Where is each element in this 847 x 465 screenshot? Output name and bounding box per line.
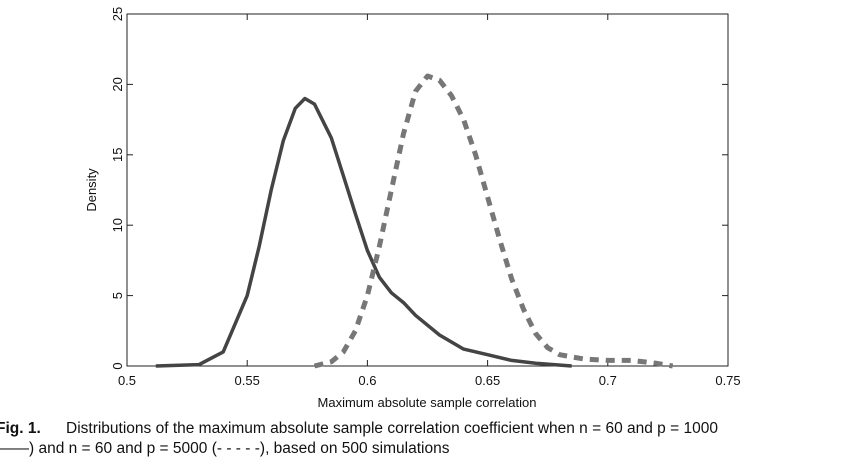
y-axis-label: Density: [84, 168, 99, 212]
y-tick-label: 0: [110, 362, 125, 369]
x-tick-label: 0.65: [475, 373, 500, 388]
data-line: [313, 73, 674, 369]
caption-label: Fig. 1.: [0, 420, 41, 437]
y-tick-label: 15: [110, 148, 125, 162]
y-tick-label: 25: [110, 7, 125, 21]
caption-line: Distributions of the maximum absolute sa…: [66, 420, 718, 437]
x-tick-label: 0.55: [235, 373, 260, 388]
x-tick-label: 0.7: [599, 373, 617, 388]
x-tick-label: 0.5: [118, 373, 136, 388]
data-line: [155, 96, 572, 368]
x-axis-label: Maximum absolute sample correlation: [318, 395, 537, 410]
y-tick-label: 5: [110, 292, 125, 299]
caption-line: ——) and n = 60 and p = 5000 (- - - - -),…: [0, 440, 450, 457]
y-tick-label: 10: [110, 218, 125, 232]
plot-frame: [126, 13, 729, 367]
x-tick-label: 0.6: [358, 373, 376, 388]
y-tick-label: 20: [110, 77, 125, 91]
x-tick-label: 0.75: [715, 373, 740, 388]
